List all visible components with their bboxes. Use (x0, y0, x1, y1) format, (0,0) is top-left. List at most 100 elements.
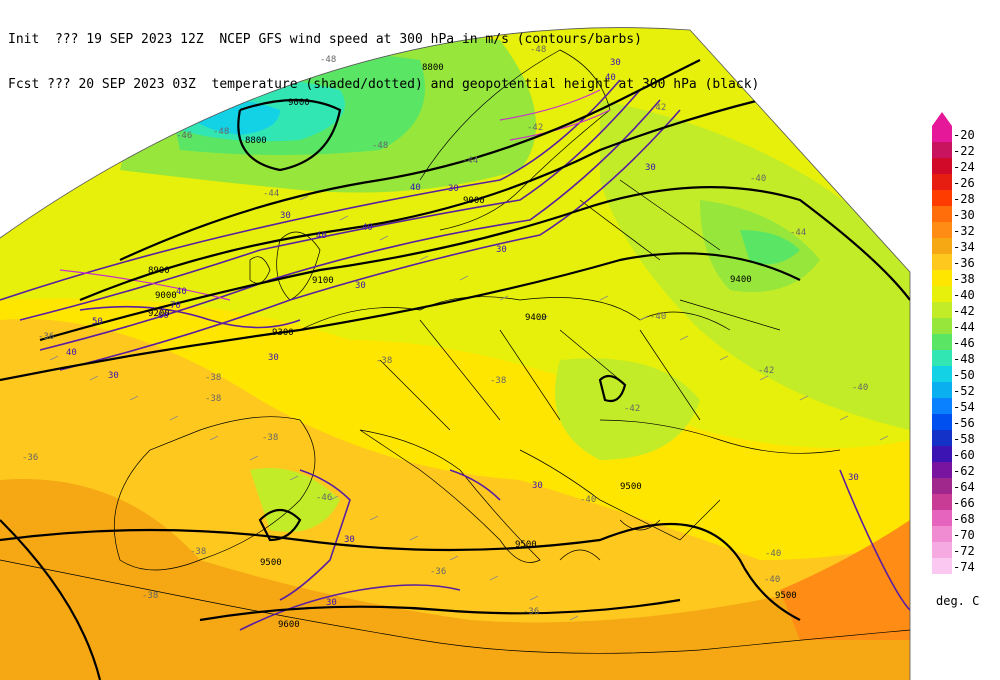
legend-swatch (932, 254, 952, 270)
legend-item: -72 (928, 542, 998, 558)
domain-outline (0, 27, 911, 680)
wind-label: 30 (268, 353, 279, 363)
legend-label: -34 (953, 240, 975, 254)
legend-label: -48 (953, 352, 975, 366)
legend-label: -38 (953, 272, 975, 286)
temperature-label: -48 (320, 55, 336, 65)
height-label: 9500 (620, 482, 642, 492)
legend-arrow-shape (932, 112, 952, 126)
legend-swatch (932, 366, 952, 382)
temperature-label: -40 (580, 495, 596, 505)
height-label: 8800 (422, 63, 444, 73)
wind-barbs (49, 195, 889, 621)
legend-swatch (932, 382, 952, 398)
temperature-label: -46 (316, 493, 332, 503)
legend-item: -74 (928, 558, 998, 574)
legend-label: -24 (953, 160, 975, 174)
legend-swatch (932, 270, 952, 286)
legend-swatch (932, 558, 952, 574)
temperature-label: -42 (758, 366, 774, 376)
temperature-label: -38 (262, 433, 278, 443)
wind-contours (0, 79, 910, 631)
wind-label: 30 (344, 535, 355, 545)
legend-item: -32 (928, 222, 998, 238)
legend-swatch (932, 462, 952, 478)
legend-item: -42 (928, 302, 998, 318)
legend-item: -40 (928, 286, 998, 302)
temperature-label: -42 (527, 123, 543, 133)
legend-swatch (932, 510, 952, 526)
legend-swatch (932, 414, 952, 430)
legend-label: -54 (953, 400, 975, 414)
legend-item: -60 (928, 446, 998, 462)
temperature-label: -44 (462, 156, 478, 166)
legend-swatch (932, 286, 952, 302)
height-label: 8900 (148, 266, 170, 276)
temperature-label: -40 (650, 312, 666, 322)
legend-item: -28 (928, 190, 998, 206)
legend-label: -50 (953, 368, 975, 382)
temperature-label: -38 (376, 356, 392, 366)
legend-swatch (932, 494, 952, 510)
height-label: 9600 (278, 620, 300, 630)
wind-label: 40 (362, 223, 373, 233)
legend-item: -50 (928, 366, 998, 382)
legend-label: -56 (953, 416, 975, 430)
legend-arrow (932, 112, 952, 126)
wind-label: 30 (496, 245, 507, 255)
temperature-label-group: -48 -48 -46 -48 -48 -44 -44 -42 -42 -40 … (22, 45, 868, 617)
temperature-label: -40 (750, 174, 766, 184)
wind-label: 40 (176, 287, 187, 297)
legend-label: -52 (953, 384, 975, 398)
wind-label: 50 (92, 317, 103, 327)
temperature-label: -38 (142, 591, 158, 601)
legend-label: -58 (953, 432, 975, 446)
height-label: 9000 (155, 291, 177, 301)
wind-label: 30 (448, 184, 459, 194)
init-line: Init ??? 19 SEP 2023 12Z NCEP GFS wind s… (8, 32, 642, 47)
legend-swatch (932, 446, 952, 462)
legend-label: -70 (953, 528, 975, 542)
legend-label: -74 (953, 560, 975, 574)
legend-item: -36 (928, 254, 998, 270)
temperature-label: -44 (790, 228, 806, 238)
legend-swatch (932, 478, 952, 494)
wind-label-group: 30 40 30 40 30 40 50 60 70 40 30 40 30 4… (66, 58, 859, 608)
wind-label: 30 (280, 211, 291, 221)
height-label: 9300 (272, 328, 294, 338)
wind-label: 40 (316, 231, 327, 241)
wind-label: 30 (610, 58, 621, 68)
legend-swatch (932, 398, 952, 414)
legend-item: -20 (928, 126, 998, 142)
legend-item: -24 (928, 158, 998, 174)
legend-item: -34 (928, 238, 998, 254)
height-label: 9400 (730, 275, 752, 285)
temperature-label: -38 (190, 547, 206, 557)
height-label: 9200 (148, 309, 170, 319)
wind-label: 30 (326, 598, 337, 608)
legend-item: -30 (928, 206, 998, 222)
height-label: 9100 (312, 276, 334, 286)
legend-swatch (932, 302, 952, 318)
legend-swatch (932, 190, 952, 206)
legend-label: -42 (953, 304, 975, 318)
temperature-label: -42 (650, 103, 666, 113)
legend-swatch (932, 542, 952, 558)
wind-label: 40 (410, 183, 421, 193)
height-label: 9400 (525, 313, 547, 323)
legend-swatch (932, 126, 952, 142)
legend-label: -22 (953, 144, 975, 158)
temperature-label: -36 (38, 332, 54, 342)
height-label: 9000 (288, 98, 310, 108)
legend-item: -64 (928, 478, 998, 494)
legend-item: -44 (928, 318, 998, 334)
legend-swatch (932, 526, 952, 542)
legend-item: -38 (928, 270, 998, 286)
legend-label: -36 (953, 256, 975, 270)
legend-swatch (932, 318, 952, 334)
height-label-group: 8800 9000 8800 9000 8900 9000 9100 9200 … (148, 63, 797, 630)
legend-swatch (932, 206, 952, 222)
legend-label: -62 (953, 464, 975, 478)
legend-label: -26 (953, 176, 975, 190)
